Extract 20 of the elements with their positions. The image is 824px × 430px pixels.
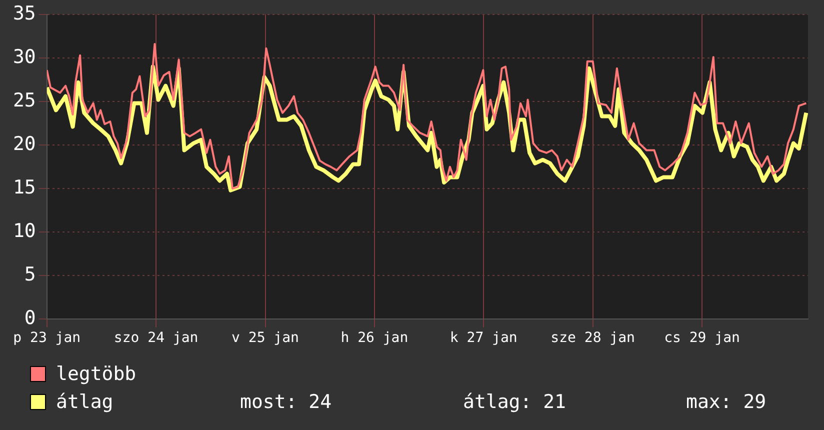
legend-label: átlag [56, 390, 114, 415]
x-tick-label: h 26 jan [340, 330, 408, 346]
y-tick-label: 0 [24, 307, 36, 330]
text: most: 24 [240, 390, 333, 415]
y-tick-label: 30 [12, 46, 36, 68]
x-tick-label: cs 29 jan [664, 330, 740, 346]
y-tick-label: 10 [12, 220, 36, 242]
x-tick-label: szo 24 jan [114, 330, 198, 346]
y-tick-label: 35 [12, 2, 36, 24]
x-tick-label: p 23 jan [13, 330, 81, 346]
y-tick-label: 5 [24, 264, 36, 286]
y-tick-label: 15 [12, 176, 36, 199]
text: átlag: 21 [463, 390, 567, 415]
y-tick-label: 20 [12, 132, 36, 155]
x-tick-label: k 27 jan [450, 330, 518, 346]
y-tick-label: 25 [12, 89, 36, 112]
x-tick-label: sze 28 jan [550, 330, 635, 346]
x-tick-label: v 25 jan [232, 330, 299, 346]
legend-label: legtöbb [56, 362, 138, 387]
text: max: 29 [686, 390, 766, 415]
